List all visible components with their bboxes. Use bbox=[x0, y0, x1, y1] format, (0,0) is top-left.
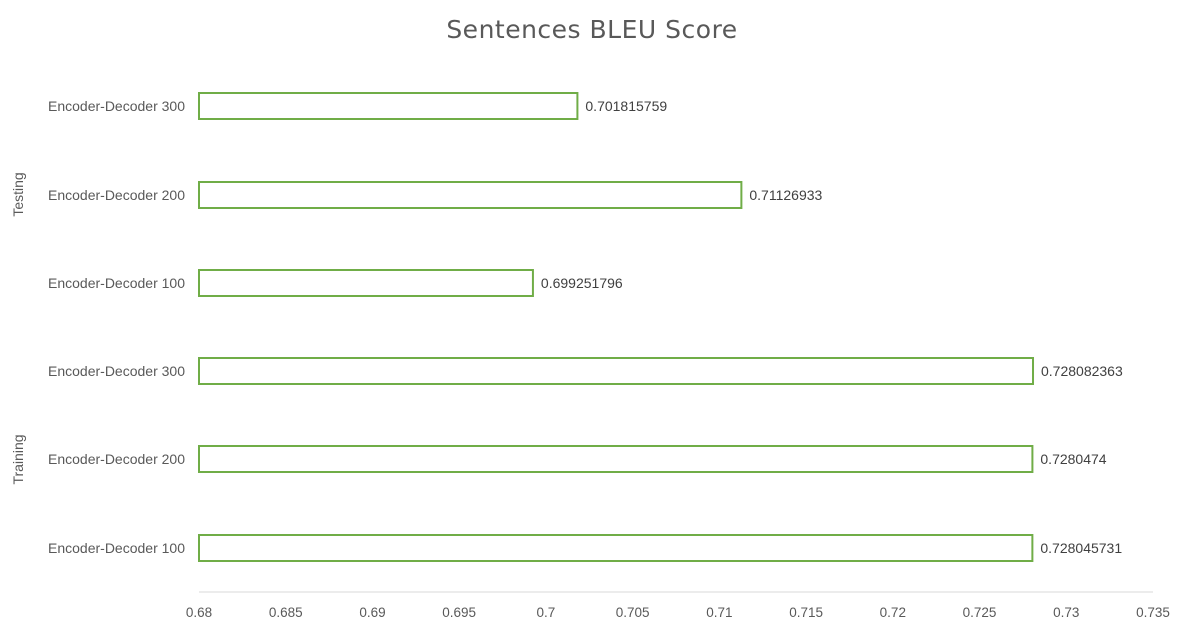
x-tick-label: 0.725 bbox=[963, 605, 997, 620]
x-tick-label: 0.7 bbox=[537, 605, 556, 620]
x-tick-label: 0.735 bbox=[1136, 605, 1170, 620]
x-tick-label: 0.68 bbox=[186, 605, 212, 620]
bar-testing-3 bbox=[198, 269, 534, 297]
x-tick-label: 0.73 bbox=[1053, 605, 1079, 620]
x-tick-label: 0.685 bbox=[269, 605, 303, 620]
data-label: 0.728082363 bbox=[1041, 363, 1123, 379]
bars-layer: 0.701815759 0.71126933 0.699251796 0.728082… bbox=[198, 92, 1123, 562]
category-label: Encoder-Decoder 300 bbox=[48, 98, 185, 114]
data-label: 0.71126933 bbox=[749, 187, 822, 203]
bar-testing-2 bbox=[198, 181, 743, 209]
x-tick-label: 0.72 bbox=[880, 605, 906, 620]
x-tick-label: 0.705 bbox=[616, 605, 650, 620]
category-label: Encoder-Decoder 200 bbox=[48, 187, 185, 203]
category-labels-layer: Encoder-Decoder 300 Encoder-Decoder 200 En… bbox=[48, 98, 185, 556]
bar-testing-1 bbox=[198, 92, 579, 120]
bar-training-3 bbox=[198, 534, 1034, 562]
x-tick-label: 0.715 bbox=[789, 605, 823, 620]
data-label: 0.699251796 bbox=[541, 275, 623, 291]
bar-training-1 bbox=[198, 357, 1035, 385]
category-label: Encoder-Decoder 100 bbox=[48, 540, 185, 556]
x-tick-label: 0.69 bbox=[359, 605, 385, 620]
x-tick-label: 0.71 bbox=[706, 605, 732, 620]
x-tick-label: 0.695 bbox=[442, 605, 476, 620]
data-label: 0.701815759 bbox=[585, 98, 667, 114]
bar-training-2 bbox=[198, 445, 1034, 473]
x-tick-labels-layer: 0.68 0.685 0.69 0.695 0.7 0.705 0.71 0.715 0.72 0… bbox=[186, 605, 1170, 620]
group-labels-layer: Testing Training bbox=[10, 172, 26, 484]
data-label: 0.7280474 bbox=[1040, 451, 1106, 467]
category-label: Encoder-Decoder 300 bbox=[48, 363, 185, 379]
category-label: Encoder-Decoder 100 bbox=[48, 275, 185, 291]
category-label: Encoder-Decoder 200 bbox=[48, 451, 185, 467]
group-label-training: Training bbox=[10, 434, 26, 484]
group-label-testing: Testing bbox=[10, 172, 26, 216]
data-label: 0.728045731 bbox=[1040, 540, 1122, 556]
chart-title: Sentences BLEU Score bbox=[446, 15, 737, 44]
